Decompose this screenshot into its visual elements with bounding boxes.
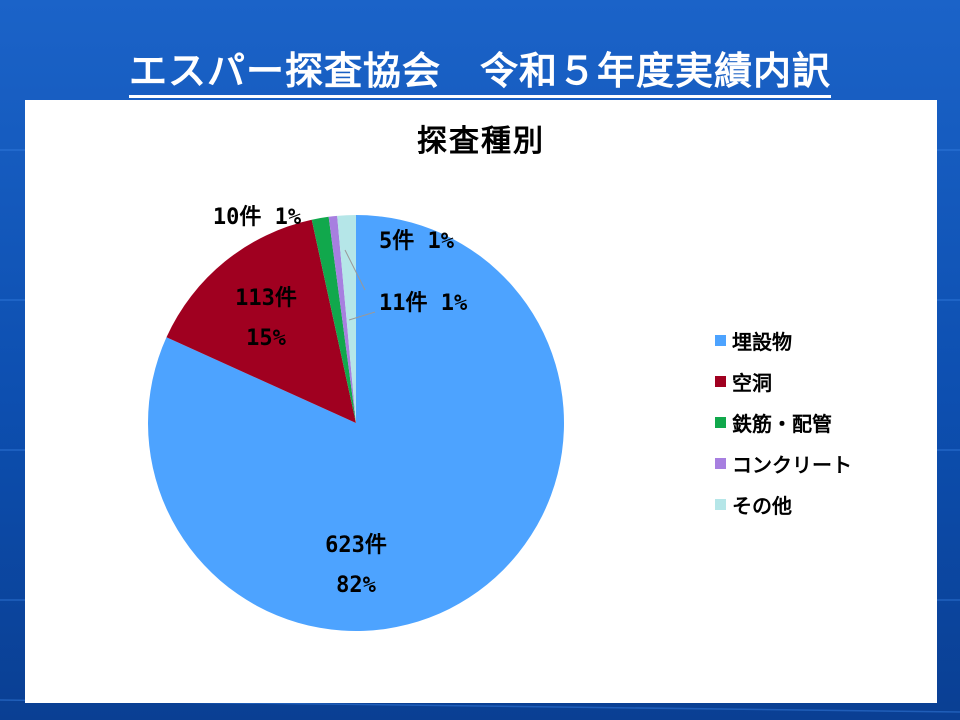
legend-item-5: その他 [715, 484, 852, 525]
legend-swatch [715, 335, 726, 346]
pie-slice-4 [328, 215, 356, 423]
slide-title: エスパー探査協会 令和５年度実績内訳 [0, 40, 960, 98]
legend-item-1: 埋設物 [715, 320, 852, 361]
legend-swatch [715, 376, 726, 387]
chart-area: 探査種別 623件 82% 113件 15% 10件 1% 5件 1% 11件 1% 埋設物… [25, 100, 937, 703]
data-label-3: 10件 1% [213, 205, 302, 230]
legend-label: その他 [732, 494, 792, 518]
legend-swatch [715, 458, 726, 469]
data-label-5: 11件 1% [379, 291, 468, 316]
legend-label: コンクリート [732, 453, 852, 477]
pie-slice-3 [311, 216, 356, 423]
slide-title-text: エスパー探査協会 令和５年度実績内訳 [128, 49, 831, 98]
legend-label: 埋設物 [732, 330, 792, 354]
pie-chart: 623件 82% 113件 15% 10件 1% 5件 1% 11件 1% [148, 205, 564, 631]
chart-title: 探査種別 [417, 124, 545, 159]
legend-item-3: 鉄筋・配管 [715, 402, 852, 443]
legend-item-4: コンクリート [715, 443, 852, 484]
data-label-4: 5件 1% [379, 229, 455, 254]
legend-item-2: 空洞 [715, 361, 852, 402]
leader-line-4 [344, 249, 366, 291]
legend-swatch [715, 499, 726, 510]
data-label-count-1: 623件 [325, 533, 387, 558]
legend-swatch [715, 417, 726, 428]
legend-label: 空洞 [732, 371, 772, 395]
pie-slice-5 [337, 215, 356, 423]
data-label-percent-1: 82% [336, 573, 376, 598]
data-label-percent-2: 15% [246, 326, 286, 351]
legend-label: 鉄筋・配管 [732, 412, 832, 436]
pie-slice-2 [166, 219, 356, 423]
leader-line-5 [348, 311, 376, 321]
data-label-count-2: 113件 [235, 286, 297, 311]
chart-legend: 埋設物空洞鉄筋・配管コンクリート その他 [715, 320, 852, 525]
